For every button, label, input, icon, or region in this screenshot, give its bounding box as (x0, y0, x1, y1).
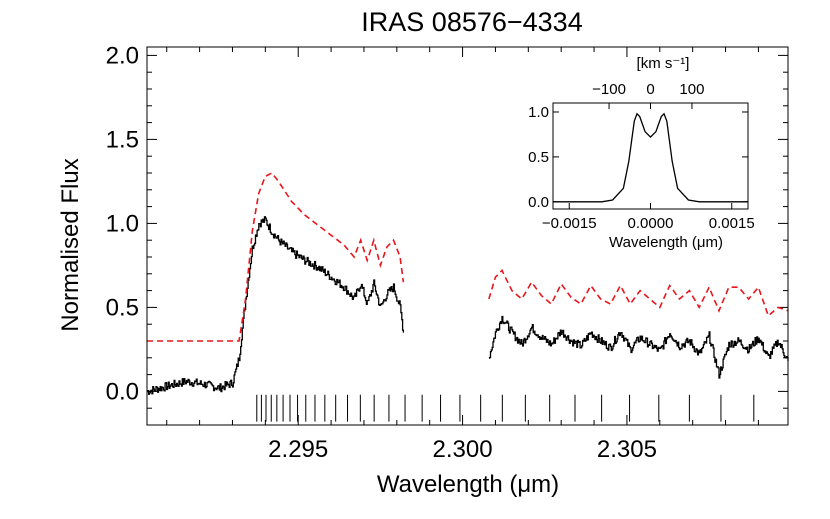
inset-top-tick-label: 0 (646, 81, 654, 98)
x-axis-ticks: 2.295 2.300 2.305 (166, 47, 759, 463)
inset-top-tick-label: −100 (592, 81, 626, 98)
inset-axis-ticks: 0.0 0.5 1.0 −0.0015 0.0000 0.0015 −100 0 100 (528, 81, 755, 232)
inset-y-tick-label: 0.5 (528, 149, 549, 166)
inset-frame (552, 102, 749, 210)
y-tick-label: 0.0 (106, 378, 139, 405)
inset-y-tick-label: 1.0 (528, 104, 549, 121)
inset-x-tick-label: −0.0015 (542, 215, 597, 232)
plot-frame (146, 46, 789, 426)
y-axis-ticks: 0.0 0.5 1.0 1.5 2.0 (106, 42, 788, 409)
model-spectrum-line (488, 268, 789, 318)
y-tick-label: 0.5 (106, 294, 139, 321)
inset-x-axis-label: Wavelength (μm) (609, 234, 723, 251)
x-tick-label: 2.300 (433, 436, 493, 463)
inset-top-tick-label: 100 (679, 81, 704, 98)
y-axis-label: Normalised Flux (57, 158, 84, 331)
inset-y-tick-label: 0.0 (528, 194, 549, 211)
observed-spectrum-line (488, 315, 789, 379)
inset-x-tick-label: 0.0000 (628, 215, 674, 232)
inset-profile (553, 112, 748, 203)
x-axis-label: Wavelength (μm) (377, 471, 559, 498)
inset-plot: 0.0 0.5 1.0 −0.0015 0.0000 0.0015 −100 0 100 [km… (528, 55, 755, 251)
chart-title: IRAS 08576−4334 (361, 7, 582, 37)
inset-profile-line (553, 112, 748, 203)
y-tick-label: 1.0 (106, 210, 139, 237)
y-tick-label: 1.5 (106, 126, 139, 153)
x-tick-label: 2.305 (597, 436, 657, 463)
line-position-marks (256, 394, 789, 422)
inset-background (553, 103, 748, 209)
model-spectrum-line (147, 171, 405, 342)
observed-spectrum-line (147, 216, 405, 395)
series-lines (147, 171, 789, 395)
main-plot: 0.0 0.5 1.0 1.5 2.0 2.295 2.300 2.305 (106, 42, 789, 463)
x-tick-label: 2.295 (268, 436, 328, 463)
inset-x-tick-label: 0.0015 (709, 215, 755, 232)
inset-top-axis-label: [km s⁻¹] (637, 55, 690, 72)
y-tick-label: 2.0 (106, 42, 139, 69)
